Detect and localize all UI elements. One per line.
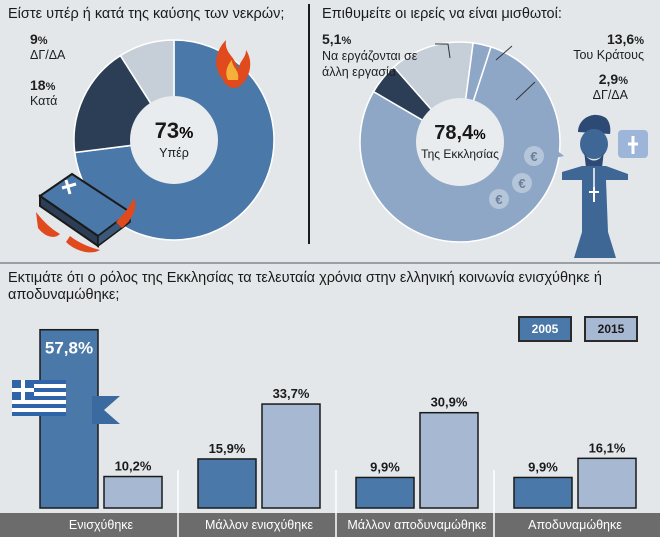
pie-left-chart	[36, 39, 275, 253]
label-value: 2,9	[598, 71, 619, 87]
pie-left-title: Είστε υπέρ ή κατά της καύσης των νεκρών;	[8, 6, 285, 22]
label-pct: %	[37, 35, 48, 47]
bar-2005-0	[39, 328, 99, 509]
label-pct: %	[634, 35, 644, 47]
label-value: 9	[30, 31, 38, 47]
label-pct: %	[618, 75, 628, 87]
svg-text:€: €	[530, 149, 537, 164]
bar-value-label: 16,1%	[589, 440, 626, 455]
category-axis-band	[0, 513, 660, 537]
pie-right-label-state: 13,6% Του Κράτους	[544, 32, 644, 62]
bar-value-label: 15,9%	[209, 441, 246, 456]
priest-icon	[562, 114, 648, 258]
center-pct: %	[473, 126, 486, 142]
coffin-icon	[36, 172, 136, 253]
pie-panel-priests: Επιθυμείτε οι ιερείς να είναι μισθωτοί: …	[316, 0, 660, 258]
pie-right-label-dgda: 2,9% ΔΓ/ΔΑ	[544, 72, 628, 102]
category-label: Μάλλον ενισχύθηκε	[205, 518, 313, 532]
bar-chart-title: Εκτιμάτε ότι ο ρόλος της Εκκλησίας τα τε…	[8, 270, 602, 303]
label-pct: %	[341, 35, 352, 47]
label-name: Να εργάζονται σε άλλη εργασία	[322, 49, 418, 79]
pie-left-center-disc	[130, 96, 218, 184]
bar-2015-1	[261, 403, 321, 509]
greek-flag-icon	[12, 380, 120, 424]
svg-text:€: €	[495, 192, 502, 207]
center-name: Της Εκκλησίας	[421, 147, 499, 161]
center-name: Υπέρ	[159, 146, 189, 160]
bar-2005-1	[197, 458, 257, 509]
leader-line-dgda	[515, 81, 536, 101]
pie-right-center-disc	[416, 98, 504, 186]
leader-line-other-work	[435, 43, 451, 59]
center-pct: %	[179, 125, 194, 142]
legend-2005: 2005	[518, 316, 572, 342]
svg-text:€: €	[518, 176, 525, 191]
bar-value-label: 9,9%	[370, 459, 400, 474]
vertical-divider	[308, 4, 310, 244]
bar-value-label: 57,8%	[45, 339, 93, 358]
euro-coins-icon: € € €	[489, 146, 544, 209]
bar-value-label: 10,2%	[115, 459, 152, 474]
pie-right-label-other-work: 5,1% Να εργάζονται σε άλλη εργασία	[322, 32, 438, 80]
pie-panel-cremation: Είστε υπέρ ή κατά της καύσης των νεκρών;…	[0, 0, 306, 258]
label-value: 18	[30, 77, 46, 93]
category-label: Αποδυναμώθηκε	[528, 518, 622, 532]
label-name: Κατά	[30, 94, 58, 108]
pie-left-label-against: 18% Κατά	[30, 78, 57, 108]
bar-2005-2	[355, 476, 415, 509]
bar-2015-0	[103, 475, 163, 509]
bar-value-label: 9,9%	[528, 459, 558, 474]
pie-right-center-label: 78,4% Της Εκκλησίας	[416, 122, 504, 163]
bar-value-label: 30,9%	[431, 395, 468, 410]
label-name: ΔΓ/ΔΑ	[30, 48, 66, 62]
center-value: 73	[154, 118, 180, 143]
label-value: 13,6	[606, 31, 635, 47]
leader-line-state	[495, 45, 513, 61]
bar-2015-2	[419, 411, 479, 509]
pie-left-center-label: 73% Υπέρ	[130, 118, 218, 162]
bar-2005-3	[513, 476, 573, 509]
category-label: Μάλλον αποδυναμώθηκε	[347, 518, 487, 532]
flame-icon	[216, 40, 251, 88]
legend-2015: 2015	[584, 316, 638, 342]
pie-right-chart: € € €	[359, 41, 648, 258]
horizontal-divider	[0, 262, 660, 264]
bar-2015-3	[577, 457, 637, 509]
center-value: 78,4	[434, 122, 474, 144]
label-value: 5,1	[322, 31, 342, 47]
label-name: Του Κράτους	[573, 48, 644, 62]
label-pct: %	[45, 81, 56, 93]
category-label: Ενισχύθηκε	[69, 518, 134, 532]
pie-right-bubble-tail	[546, 142, 564, 160]
pie-left-label-dgda: 9% ΔΓ/ΔΑ	[30, 32, 65, 62]
bar-value-label: 33,7%	[273, 386, 310, 401]
label-name: ΔΓ/ΔΑ	[592, 88, 628, 102]
pie-right-title: Επιθυμείτε οι ιερείς να είναι μισθωτοί:	[322, 6, 562, 22]
